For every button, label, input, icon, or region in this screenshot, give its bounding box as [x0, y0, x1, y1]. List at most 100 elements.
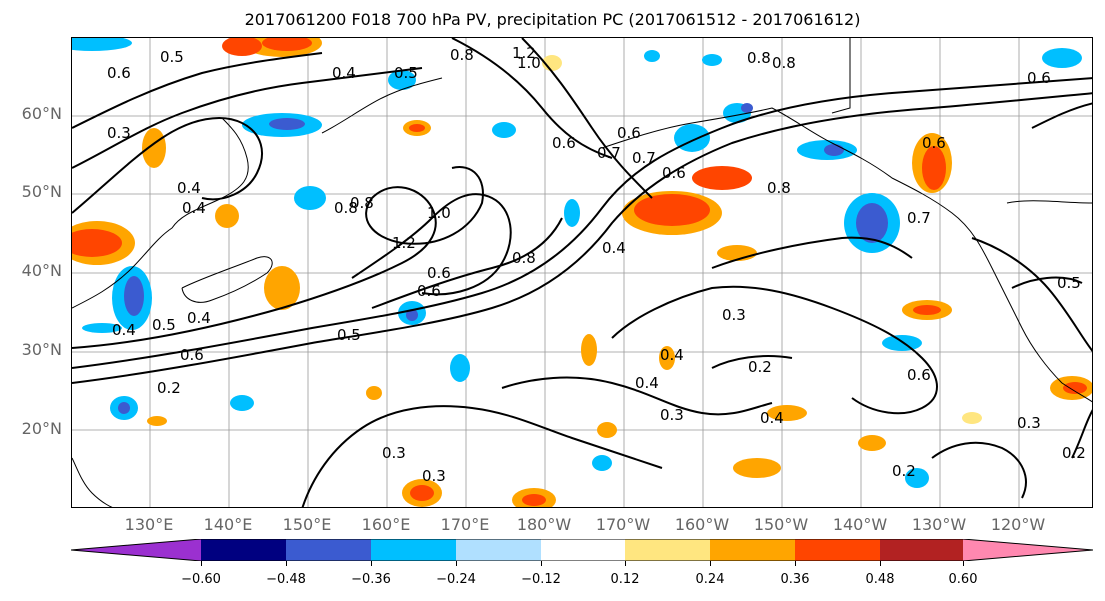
contour-label: 0.8	[450, 46, 474, 64]
colorbar-tick-label: 0.24	[695, 572, 725, 587]
lon-label: 160°W	[674, 515, 730, 534]
contour-label: 0.7	[907, 209, 931, 227]
contour-label: 0.2	[1062, 444, 1086, 462]
colorbar-tick-label: 0.12	[610, 572, 640, 587]
lon-label: 150°E	[282, 515, 332, 534]
colorbar-swatch	[201, 539, 286, 561]
colorbar-swatch	[795, 539, 880, 561]
colorbar-swatch	[710, 539, 795, 561]
colorbar-tick-label: −0.24	[436, 572, 476, 587]
colorbar-swatch	[625, 539, 710, 561]
lon-label: 170°W	[595, 515, 651, 534]
contour-label: 0.8	[747, 49, 771, 67]
lat-label-60n: 60°N	[21, 104, 62, 123]
contour-label: 0.6	[907, 366, 931, 384]
contour-label: 0.4	[602, 239, 626, 257]
contour-label: 0.6	[180, 346, 204, 364]
colorbar-tickmark	[963, 561, 964, 566]
contour-label: 0.8	[772, 54, 796, 72]
colorbar-tick-label: 0.48	[865, 572, 895, 587]
colorbar-tick-label: −0.48	[266, 572, 306, 587]
contour-label: 0.5	[160, 48, 184, 66]
contour-label: 0.8	[512, 249, 536, 267]
contour-label: 0.6	[552, 134, 576, 152]
contour-label: 0.2	[892, 462, 916, 480]
contour-label: 0.8	[350, 194, 374, 212]
lon-label: 140°E	[203, 515, 253, 534]
colorbar-tick-label: 0.60	[948, 572, 978, 587]
lon-label: 160°E	[361, 515, 411, 534]
precip-negative-shading	[72, 38, 1082, 488]
contour-label: 0.6	[617, 124, 641, 142]
contour-label: 0.2	[157, 379, 181, 397]
lat-label-20n: 20°N	[21, 419, 62, 438]
map-canvas: 0.5 0.6 0.3 0.4 0.5 0.8 1.0 1.2 0.4 0.8 …	[72, 38, 1092, 507]
colorbar-swatch	[371, 539, 456, 561]
contour-label: 0.3	[107, 124, 131, 142]
colorbar-swatch	[963, 539, 1093, 561]
colorbar-tick-label: 0.36	[780, 572, 810, 587]
contour-label: 0.4	[760, 409, 784, 427]
lon-label: 170°E	[440, 515, 490, 534]
map-panel: 0.5 0.6 0.3 0.4 0.5 0.8 1.0 1.2 0.4 0.8 …	[71, 37, 1093, 508]
colorbar-tickmark	[880, 561, 881, 566]
colorbar-swatch	[286, 539, 371, 561]
contour-label: 1.0	[427, 204, 451, 222]
lat-label-50n: 50°N	[21, 182, 62, 201]
colorbar-swatch	[71, 539, 201, 561]
lon-label: 130°W	[911, 515, 967, 534]
lon-label: 140°W	[832, 515, 888, 534]
colorbar-tickmark	[201, 561, 202, 566]
contour-label: 0.4	[112, 321, 136, 339]
contour-labels: 0.5 0.6 0.3 0.4 0.5 0.8 1.0 1.2 0.4 0.8 …	[107, 44, 1086, 485]
lon-label: 130°E	[124, 515, 174, 534]
contour-label: 0.4	[182, 199, 206, 217]
contour-label: 0.5	[1057, 274, 1081, 292]
contour-label: 0.3	[722, 306, 746, 324]
contour-label: 0.8	[334, 199, 358, 217]
coastlines	[72, 38, 1092, 507]
contour-label: 0.4	[177, 179, 201, 197]
colorbar-tickmark	[710, 561, 711, 566]
contour-label: 0.4	[635, 374, 659, 392]
colorbar-tickmark	[456, 561, 457, 566]
map-title: 2017061200 F018 700 hPa PV, precipitatio…	[244, 10, 861, 29]
precip-positive-shading	[72, 38, 1092, 507]
pv-contours	[72, 38, 1092, 507]
lon-label: 150°W	[753, 515, 809, 534]
contour-label: 0.6	[1027, 69, 1051, 87]
contour-label: 1.2	[392, 234, 416, 252]
contour-label: 0.3	[660, 406, 684, 424]
colorbar-swatch	[541, 539, 625, 561]
contour-label: 0.4	[187, 309, 211, 327]
lat-label-40n: 40°N	[21, 261, 62, 280]
contour-label: 1.0	[517, 54, 541, 72]
colorbar-tickmark	[371, 561, 372, 566]
colorbar-tickmark	[286, 561, 287, 566]
contour-label: 0.2	[748, 358, 772, 376]
contour-label: 0.4	[660, 346, 684, 364]
contour-label: 0.3	[382, 444, 406, 462]
contour-label: 0.3	[422, 467, 446, 485]
colorbar-swatch	[456, 539, 541, 561]
contour-label: 0.7	[632, 149, 656, 167]
lon-label: 180°W	[516, 515, 572, 534]
contour-label: 0.6	[107, 64, 131, 82]
colorbar-tick-label: −0.36	[351, 572, 391, 587]
colorbar-swatch	[880, 539, 963, 561]
contour-label: 0.7	[597, 144, 621, 162]
map-gridlines	[72, 38, 1092, 507]
contour-label: 0.6	[922, 134, 946, 152]
contour-label: 0.6	[427, 264, 451, 282]
contour-label: 0.6	[662, 164, 686, 182]
colorbar	[71, 539, 1093, 561]
contour-label: 0.5	[394, 64, 418, 82]
contour-label: 0.3	[1017, 414, 1041, 432]
contour-label: 0.8	[767, 179, 791, 197]
lon-label: 120°W	[990, 515, 1046, 534]
colorbar-tick-label: −0.60	[181, 572, 221, 587]
contour-label: 0.5	[152, 316, 176, 334]
colorbar-tickmark	[541, 561, 542, 566]
colorbar-tickmark	[795, 561, 796, 566]
contour-label: 0.6	[417, 282, 441, 300]
